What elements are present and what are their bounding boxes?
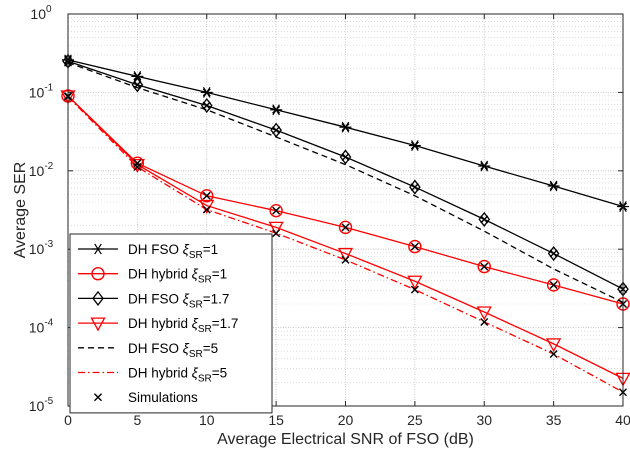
x-tick-label: 10	[199, 412, 215, 428]
simulation-point	[341, 152, 350, 161]
simulation-point	[480, 215, 489, 224]
series-3-point	[547, 245, 560, 262]
simulation-point	[133, 162, 142, 171]
simulation-point	[341, 123, 350, 132]
simulation-point	[272, 105, 281, 114]
series-2-point	[477, 259, 491, 274]
y-tick-label: 10-4	[29, 318, 54, 336]
simulation-point	[549, 350, 558, 359]
series-line-5	[67, 61, 624, 303]
x-axis-ticks: 0 5 10 15 20 25 30 35 40	[64, 14, 630, 428]
simulation-point	[410, 285, 419, 294]
simulation-point	[202, 205, 211, 214]
series-3-point	[339, 149, 352, 165]
simulation-point	[272, 206, 281, 215]
simulation-point	[272, 126, 281, 135]
series-4-point	[268, 221, 284, 236]
legend-marker-simulations	[94, 393, 102, 402]
y-tick-label: 100	[30, 4, 52, 22]
x-tick-label: 30	[476, 412, 492, 428]
legend-marker-2	[91, 267, 105, 281]
simulation-point	[549, 249, 558, 258]
x-tick-label: 20	[338, 412, 354, 428]
series-4-point	[546, 338, 562, 353]
simulation-point	[480, 162, 489, 171]
legend-marker-1	[92, 243, 104, 255]
legend-entry-3: DH FSO ξSR=1.7	[128, 291, 229, 310]
legend-marker-3	[92, 290, 104, 306]
simulation-point	[133, 80, 142, 89]
legend-entry-simulations: Simulations	[128, 390, 198, 405]
simulation-point	[410, 141, 419, 150]
x-tick-label: 0	[64, 412, 72, 428]
series-3-point	[131, 77, 144, 93]
series-2-point	[338, 220, 353, 235]
simulation-point	[133, 159, 142, 168]
legend-entry-5: DH FSO ξSR=5	[128, 341, 218, 360]
simulation-point	[202, 191, 211, 200]
x-tick-label: 25	[407, 412, 423, 428]
series-2-point	[200, 189, 214, 203]
series-2-point	[130, 156, 145, 170]
series-3-point	[478, 211, 491, 227]
x-tick-label: 35	[546, 412, 562, 428]
series-2-point	[269, 203, 283, 218]
simulation-point	[202, 88, 211, 97]
y-tick-label: 10-1	[29, 82, 54, 100]
simulation-markers	[64, 55, 627, 397]
x-axis-label: Average Electrical SNR of FSO (dB)	[217, 431, 474, 448]
series-2-point	[546, 278, 561, 292]
series-line-4	[67, 95, 624, 379]
legend-marker-4	[90, 317, 106, 332]
simulation-point	[549, 182, 558, 190]
simulation-point	[480, 262, 489, 271]
legend-entry-2: DH hybrid ξSR=1	[128, 267, 227, 286]
y-tick-label: 10-3	[29, 239, 54, 257]
legend-entry-4: DH hybrid ξSR=1.7	[128, 316, 238, 335]
legend-entry-6: DH hybrid ξSR=5	[128, 366, 227, 385]
simulation-point	[341, 255, 350, 264]
x-tick-label: 40	[615, 412, 630, 428]
series-4-point	[337, 247, 354, 262]
series-3-point	[409, 179, 421, 195]
series-3-point	[200, 97, 213, 114]
simulation-point	[341, 223, 350, 232]
y-tick-label: 10-2	[29, 161, 54, 179]
simulation-point	[410, 242, 419, 251]
simulation-point	[549, 280, 558, 289]
y-axis-ticks: 10-5 10-4 10-3 10-2 10-1 100	[29, 4, 623, 414]
simulation-point	[202, 101, 211, 110]
minor-grid	[68, 17, 623, 383]
y-axis-label: Average SER	[12, 162, 29, 259]
legend-entry-1: DH FSO ξSR=1	[128, 242, 218, 261]
series-4-point	[407, 275, 423, 290]
series-4-point	[476, 306, 492, 321]
simulation-point	[272, 229, 281, 238]
legend: DH FSO ξSR=1 DH hybrid ξSR=1 DH FSO ξSR=1.…	[69, 233, 273, 414]
x-tick-label: 15	[268, 412, 284, 428]
x-tick-label: 5	[133, 412, 141, 428]
simulation-point	[410, 183, 419, 192]
series-2-point	[408, 239, 422, 254]
y-tick-label: 10-5	[29, 396, 54, 414]
simulation-point	[480, 317, 489, 326]
simulation-point	[133, 72, 142, 81]
